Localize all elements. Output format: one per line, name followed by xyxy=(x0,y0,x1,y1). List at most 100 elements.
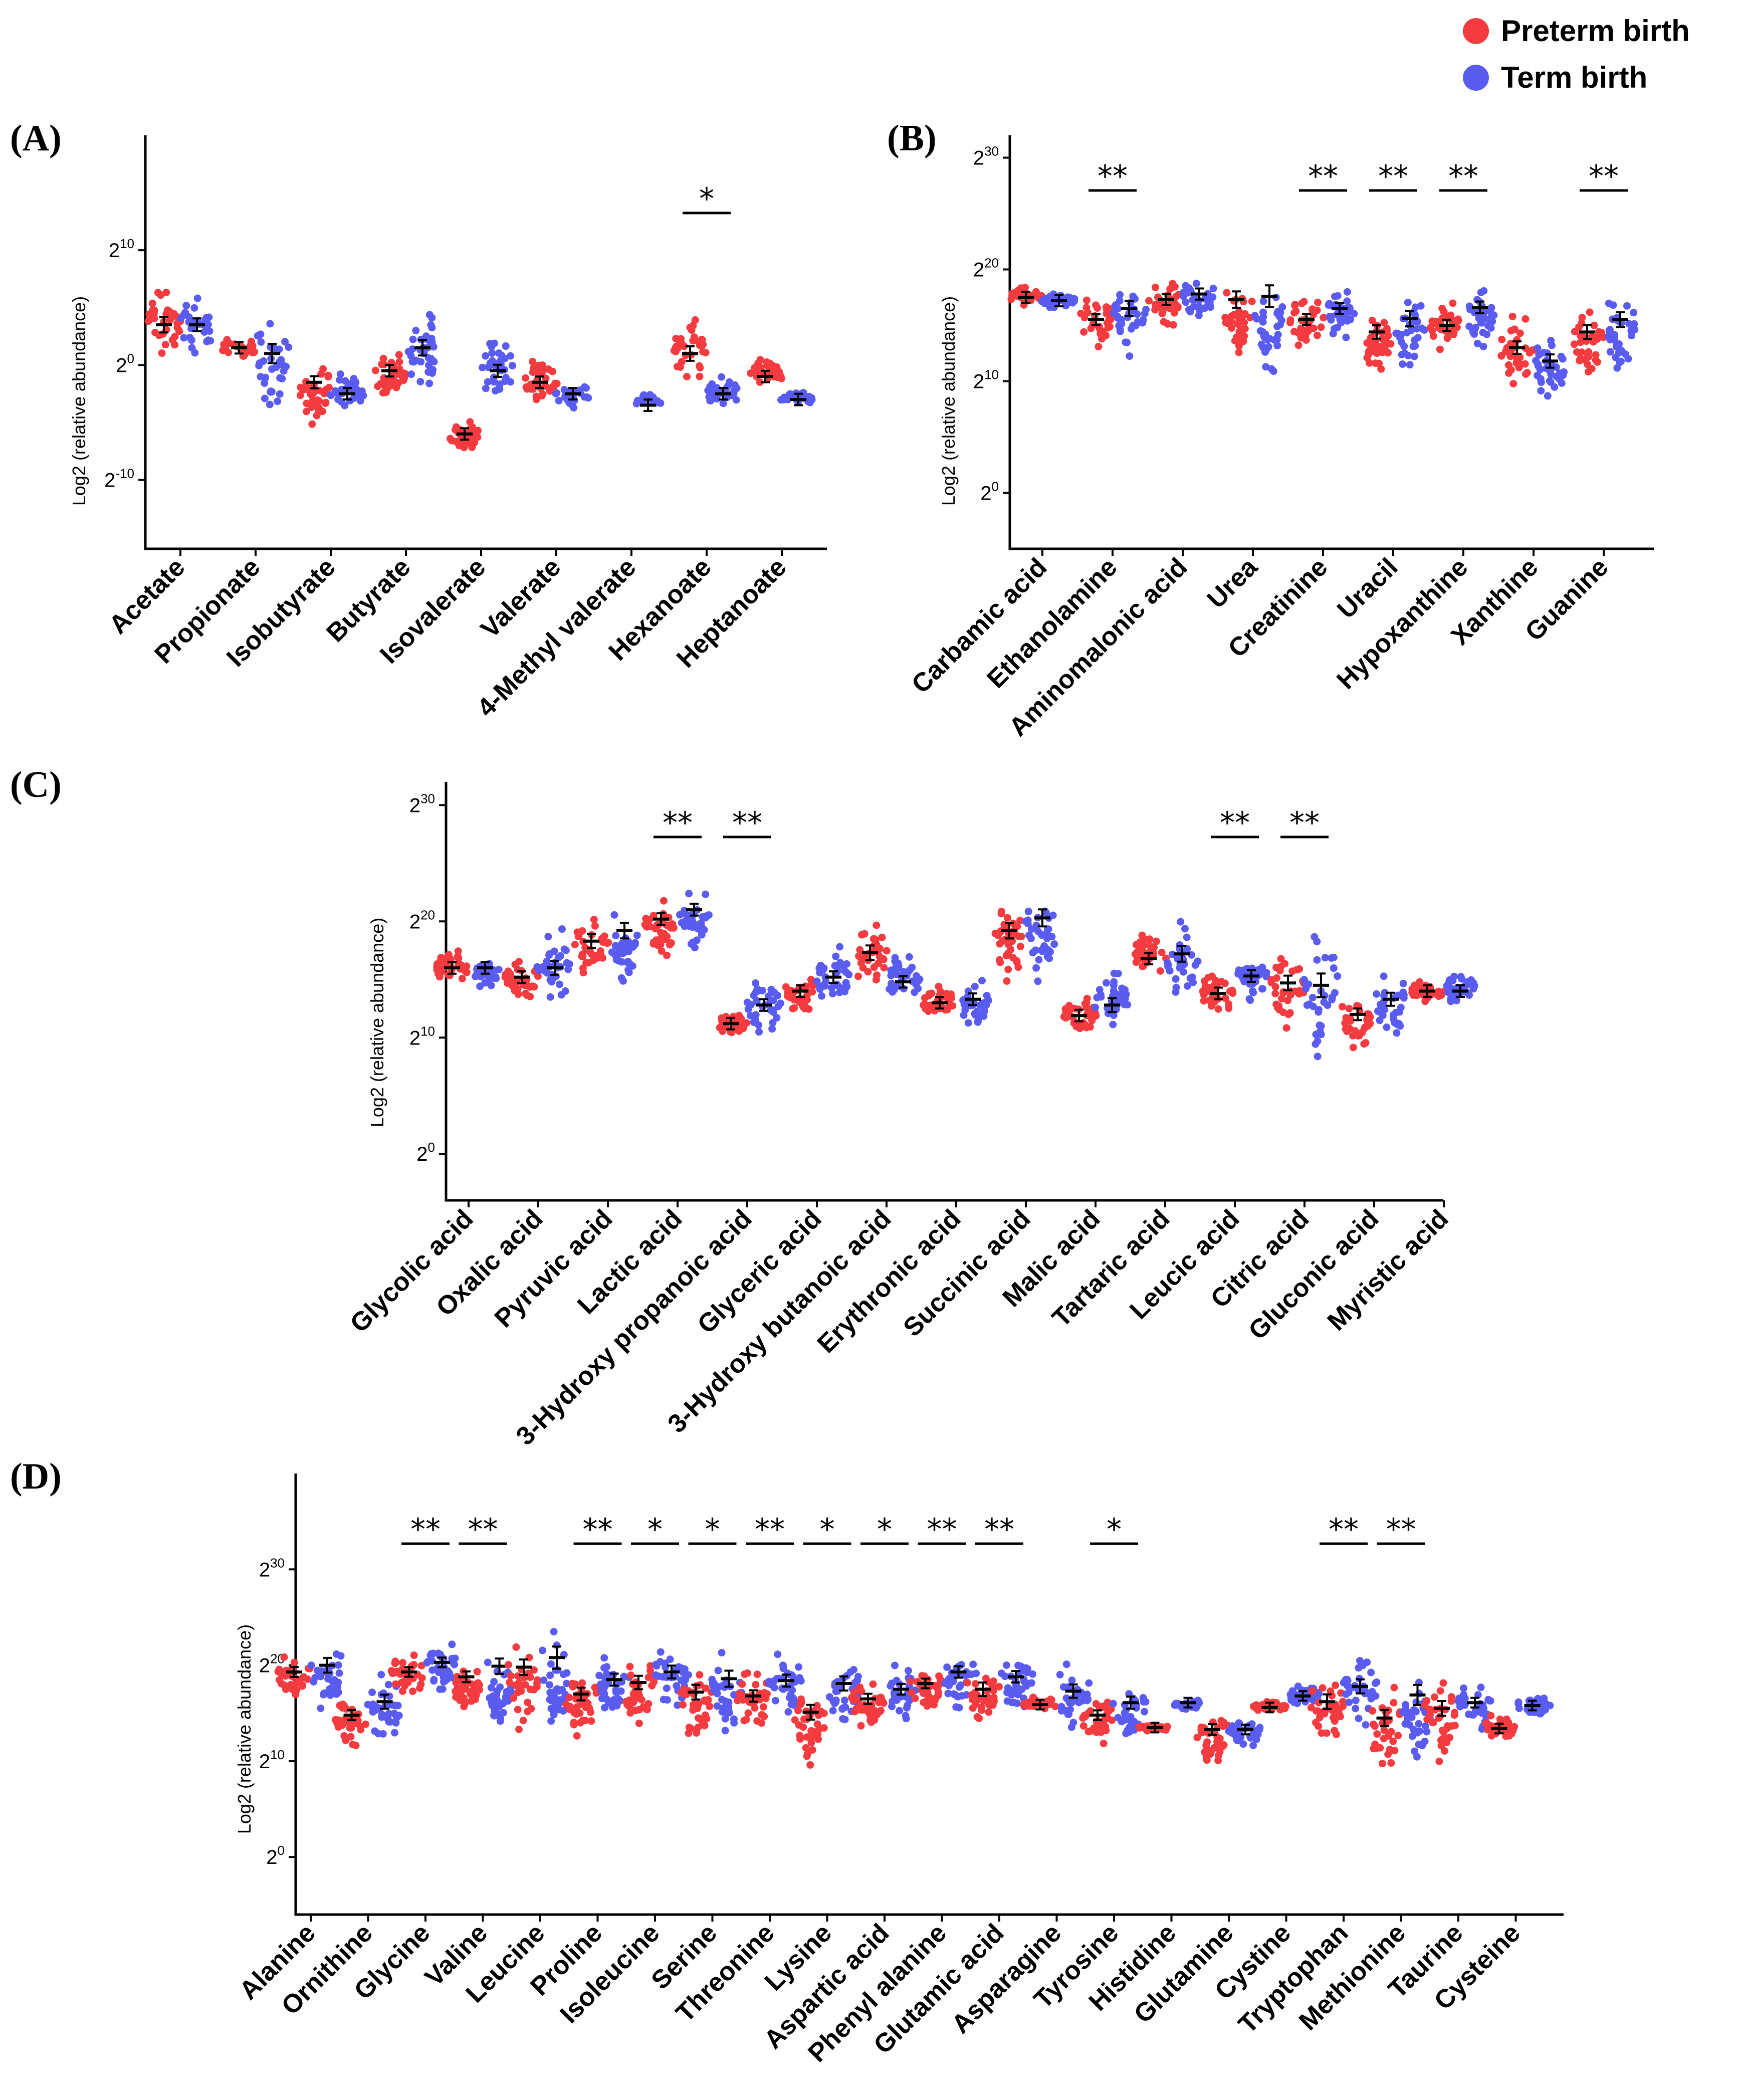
data-point xyxy=(1313,956,1321,964)
data-point xyxy=(797,998,805,1006)
data-point xyxy=(842,960,850,968)
data-point xyxy=(619,943,627,951)
data-point xyxy=(1383,1023,1391,1031)
data-point xyxy=(934,1690,942,1698)
data-point xyxy=(791,1716,799,1724)
data-point xyxy=(943,1663,951,1671)
series-preterm-birth-isoleucine xyxy=(622,1662,658,1727)
data-point xyxy=(1149,949,1157,957)
data-point xyxy=(310,1677,318,1686)
data-point xyxy=(1287,1696,1295,1704)
series-term-birth-pyruvic-acid xyxy=(608,911,641,985)
data-point xyxy=(529,357,537,365)
data-point xyxy=(550,1628,558,1636)
data-point xyxy=(1034,977,1042,985)
data-point xyxy=(642,915,650,923)
data-point xyxy=(675,1663,683,1671)
data-point xyxy=(663,921,671,929)
data-point xyxy=(1328,1692,1336,1700)
data-point xyxy=(1027,1679,1035,1687)
data-point xyxy=(486,359,494,367)
data-point xyxy=(679,1668,687,1676)
data-point xyxy=(686,323,694,331)
data-point xyxy=(1443,1725,1451,1733)
data-point xyxy=(170,310,178,318)
series-term-birth-4-methyl-valerate xyxy=(632,391,665,412)
series-preterm-birth-cystine xyxy=(1249,1698,1290,1714)
data-point xyxy=(1221,979,1229,987)
data-point xyxy=(303,399,311,407)
data-point xyxy=(670,347,678,355)
data-point xyxy=(1152,937,1160,945)
data-point xyxy=(1278,994,1286,1002)
data-point xyxy=(818,992,826,1000)
data-point xyxy=(1122,338,1130,346)
data-point xyxy=(1469,982,1477,990)
data-point xyxy=(856,946,864,954)
data-point xyxy=(857,959,865,967)
data-point xyxy=(1278,303,1286,311)
data-point xyxy=(486,340,494,348)
data-point xyxy=(1516,353,1524,361)
data-point xyxy=(171,332,179,340)
data-point xyxy=(598,1695,606,1703)
data-point xyxy=(779,1664,787,1672)
data-point xyxy=(506,378,514,386)
data-point xyxy=(315,403,323,411)
data-point xyxy=(1010,291,1018,299)
data-point xyxy=(390,1729,398,1737)
data-point xyxy=(1390,1684,1398,1692)
data-point xyxy=(797,1677,805,1685)
data-point xyxy=(698,931,706,939)
y-tick-label: 20 xyxy=(266,1843,285,1868)
data-point xyxy=(261,394,269,402)
data-point xyxy=(756,1696,764,1704)
data-point xyxy=(162,289,170,297)
data-point xyxy=(721,1715,729,1723)
data-point xyxy=(1172,304,1180,312)
data-point xyxy=(1186,308,1194,316)
data-point xyxy=(1629,326,1637,334)
data-point xyxy=(639,392,647,400)
data-point xyxy=(278,1670,286,1678)
data-point xyxy=(1381,989,1389,997)
data-point xyxy=(977,1703,985,1711)
data-point xyxy=(996,940,1004,948)
series-preterm-birth-glyceric-acid xyxy=(782,976,818,1013)
data-point xyxy=(458,975,466,983)
data-point xyxy=(653,925,661,933)
data-point xyxy=(1284,1010,1292,1018)
data-point xyxy=(1369,1707,1377,1715)
data-point xyxy=(1210,998,1218,1006)
data-point xyxy=(327,1685,335,1693)
data-point xyxy=(1162,1726,1170,1734)
data-point xyxy=(880,964,888,972)
y-axis-label: Log2 (relative abundance) xyxy=(234,1624,255,1834)
data-point xyxy=(368,1689,376,1697)
data-point xyxy=(1177,918,1185,926)
data-point xyxy=(1159,305,1167,313)
data-point xyxy=(921,994,929,1002)
data-point xyxy=(1485,1697,1493,1705)
data-point xyxy=(1399,979,1407,987)
data-point xyxy=(1093,1717,1101,1725)
data-point xyxy=(742,1696,750,1704)
data-point xyxy=(1261,334,1269,342)
data-point xyxy=(808,1746,816,1754)
data-point xyxy=(676,339,684,347)
data-point xyxy=(1321,954,1329,962)
series-preterm-birth-lysine xyxy=(791,1695,828,1769)
data-point xyxy=(663,951,671,959)
data-point xyxy=(388,1669,396,1677)
data-point xyxy=(1330,1707,1338,1715)
data-point xyxy=(1342,1690,1350,1698)
data-point xyxy=(1411,981,1419,989)
data-point xyxy=(1294,1683,1302,1691)
data-point xyxy=(1259,297,1267,305)
data-point xyxy=(738,1680,746,1688)
data-point xyxy=(551,1701,559,1709)
data-point xyxy=(747,369,755,377)
data-point xyxy=(931,1005,939,1013)
data-point xyxy=(1317,323,1325,331)
data-point xyxy=(1235,348,1243,356)
